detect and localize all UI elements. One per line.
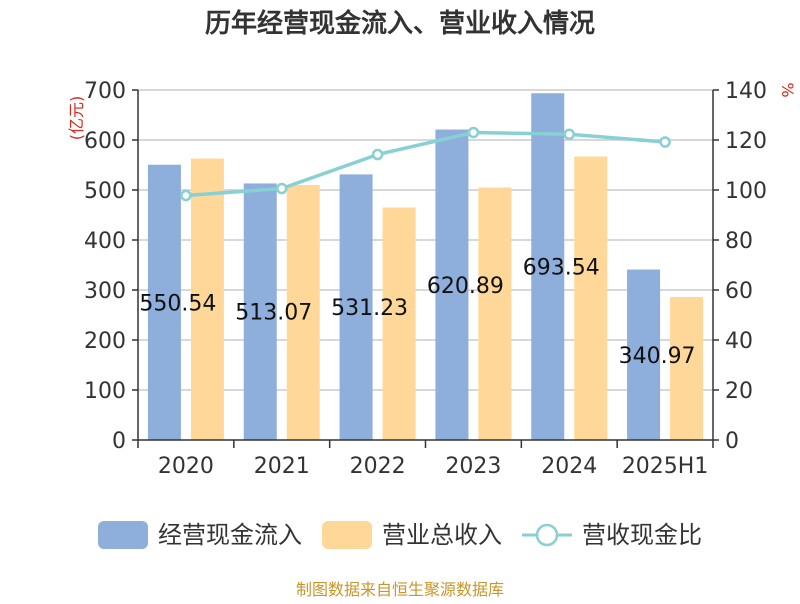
chart-title: 历年经营现金流入、营业收入情况 [205,8,595,39]
ratio-line [180,126,671,202]
right-axis-unit: % [778,82,797,97]
legend-label-cash-inflow: 经营现金流入 [158,521,302,549]
left-tick-label: 700 [84,79,126,104]
right-tick-label: 0 [725,429,739,454]
bar-revenue [670,297,704,440]
bar-value-label: 340.97 [619,344,696,369]
bar-revenue [478,187,512,440]
left-tick-label: 300 [84,279,126,304]
bar-value-label: 531.23 [331,296,408,321]
x-tick-label: 2025H1 [622,454,709,479]
right-tick-label: 100 [725,179,767,204]
right-tick-label: 120 [725,129,767,154]
bar-cash-inflow [243,183,277,440]
legend: 经营现金流入 营业总收入 营收现金比 [98,521,702,549]
legend-marker-ratio [535,523,559,547]
ratio-point [467,126,480,139]
left-tick-label: 100 [84,379,126,404]
x-tick-label: 2022 [350,454,406,479]
ratio-point [371,148,384,161]
bar-cash-inflow [531,93,565,440]
legend-label-ratio: 营收现金比 [582,521,702,549]
source-note: 制图数据来自恒生聚源数据库 [296,580,504,599]
gridlines [138,89,713,391]
left-tick-label: 0 [112,429,126,454]
legend-label-revenue: 营业总收入 [382,521,502,549]
x-tick-label: 2021 [254,454,310,479]
right-tick-label: 20 [725,379,753,404]
right-tick-label: 80 [725,229,753,254]
bar-value-label: 513.07 [235,301,312,326]
bar-value-label: 620.89 [427,274,504,299]
bar-revenue [286,185,320,440]
legend-swatch-revenue [322,521,372,549]
bar-revenue [382,207,416,440]
axes: 0 100 200 300 400 500 600 700 0 20 40 60 80 100 120 140… [84,79,767,479]
right-tick-label: 60 [725,279,753,304]
data-labels: 550.54 513.07 531.23 620.89 693.54 340.97 [139,256,695,369]
right-tick-label: 40 [725,329,753,354]
right-tick-label: 140 [725,79,767,104]
bar-value-label: 693.54 [523,256,600,281]
x-tick-label: 2024 [541,454,597,479]
ratio-point [563,128,575,140]
x-tick-label: 2023 [445,454,501,479]
bar-cash-inflow [147,164,181,441]
left-tick-label: 600 [84,129,126,154]
bar-revenue [574,156,608,440]
bar-cash-inflow [339,174,373,440]
x-tick-label: 2020 [158,454,214,479]
bars [147,93,704,441]
ratio-line-path [185,130,666,198]
ratio-point [659,136,671,148]
bar-cash-inflow [435,129,469,440]
left-tick-label: 200 [84,329,126,354]
left-tick-label: 400 [84,229,126,254]
left-axis-unit: (亿元) [67,96,86,141]
left-tick-label: 500 [84,179,126,204]
bar-revenue [190,158,224,440]
ratio-point [276,182,288,195]
bar-cash-inflow [627,269,661,440]
legend-swatch-cash-inflow [98,521,148,549]
bar-value-label: 550.54 [139,291,216,316]
ratio-point [180,189,192,202]
